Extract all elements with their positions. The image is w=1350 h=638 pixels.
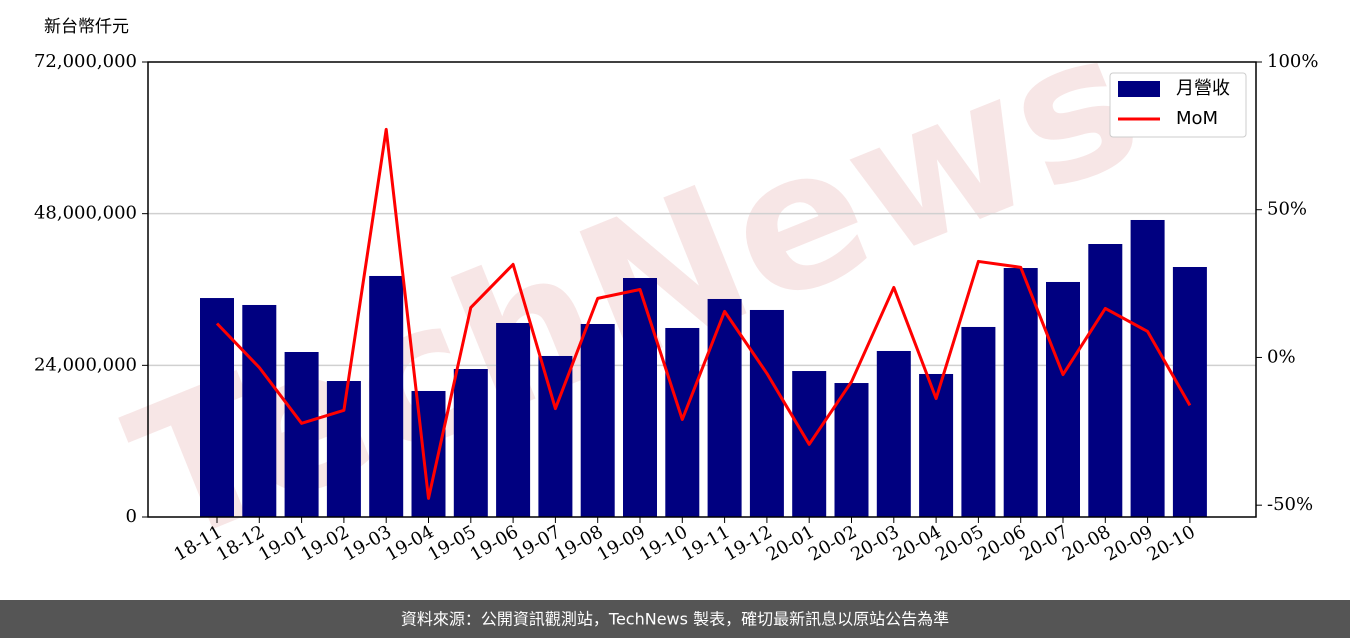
y2-tick-label: 0%	[1267, 346, 1296, 367]
bar	[961, 326, 996, 517]
legend-label: 月營收	[1176, 78, 1230, 99]
footer: 資料來源：公開資訊觀測站，TechNews 製表，確切最新訊息以原站公告為準	[401, 610, 949, 629]
bar	[369, 275, 404, 517]
y-axis-label: 新台幣仟元	[44, 17, 129, 37]
bar	[1130, 219, 1165, 517]
bar	[1172, 267, 1207, 517]
bar	[707, 298, 742, 517]
bar	[834, 383, 869, 517]
bar	[1003, 268, 1038, 517]
bar	[580, 324, 615, 517]
bar	[1046, 281, 1080, 517]
y-tick-label: 72,000,000	[34, 51, 137, 72]
y2-tick-label: -50%	[1267, 494, 1313, 515]
legend-swatch	[1118, 81, 1160, 97]
x-tick-label: 20-10	[1143, 521, 1198, 565]
bar	[200, 298, 234, 517]
bar	[1088, 244, 1123, 517]
y-tick-label: 48,000,000	[34, 203, 137, 224]
y-tick-label: 0	[126, 506, 137, 527]
bar	[623, 277, 657, 517]
y2-tick-label: 100%	[1267, 51, 1318, 72]
y-tick-label: 24,000,000	[34, 354, 137, 375]
bar	[665, 327, 700, 517]
y2-tick-label: 50%	[1267, 199, 1307, 220]
bar	[242, 304, 277, 517]
plot-frame	[147, 61, 1257, 518]
bar	[749, 309, 784, 517]
bar	[284, 351, 319, 517]
bar	[496, 322, 531, 517]
legend-label: MoM	[1176, 108, 1218, 129]
bar	[453, 368, 488, 517]
bar	[876, 350, 911, 517]
footer-bar	[0, 600, 1350, 638]
line	[215, 127, 1192, 500]
